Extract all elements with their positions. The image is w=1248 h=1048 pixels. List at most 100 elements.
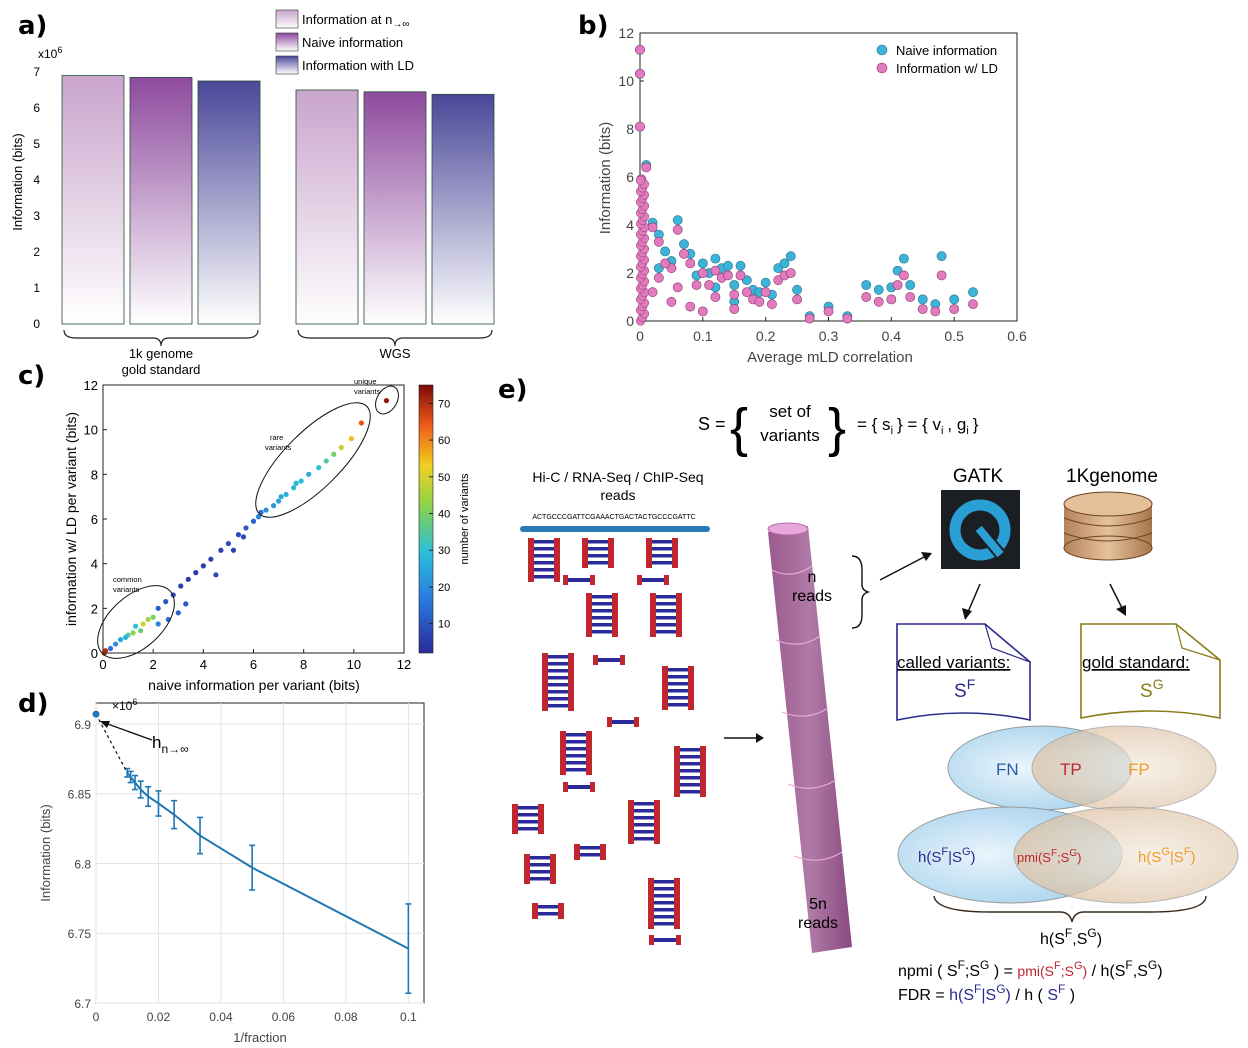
a-bar bbox=[431, 93, 495, 325]
read-rung bbox=[652, 547, 672, 551]
panel-c-scatter: 0 2 4 6 8 10 12 0 2 4 6 8 10 12 common variants rare va… bbox=[63, 377, 471, 693]
c-point bbox=[338, 444, 344, 451]
read-rung bbox=[654, 880, 674, 884]
read-rung bbox=[634, 816, 654, 820]
c-point bbox=[208, 556, 214, 562]
a-legend: Information at n→∞ Naive information Inf… bbox=[275, 9, 414, 75]
read-end bbox=[590, 575, 595, 585]
reads-title-2: reads bbox=[600, 487, 635, 503]
legend-swatch-naive bbox=[275, 32, 299, 52]
c-point bbox=[140, 621, 146, 627]
c-point bbox=[133, 623, 139, 629]
read-end bbox=[676, 935, 681, 945]
b-point bbox=[729, 280, 740, 290]
b-point bbox=[779, 258, 790, 269]
c-point bbox=[122, 634, 129, 640]
read-rung bbox=[534, 547, 554, 551]
a-category-label: WGS bbox=[379, 346, 410, 361]
c-common-ellipse bbox=[97, 585, 175, 659]
c-annot-rare: rare variants bbox=[265, 433, 292, 452]
read-rung bbox=[680, 748, 700, 752]
a-bars bbox=[61, 75, 495, 325]
c-point bbox=[150, 614, 156, 620]
a-brace bbox=[63, 329, 259, 347]
read-rung bbox=[654, 915, 674, 919]
c-ytick: 12 bbox=[84, 378, 98, 393]
d-xtick: 0.06 bbox=[272, 1010, 296, 1024]
read-pair bbox=[566, 785, 592, 789]
panel-a-label: a) bbox=[18, 11, 47, 41]
venn-counts: FN TP FP bbox=[947, 725, 1217, 811]
c-point bbox=[225, 540, 232, 547]
b-point bbox=[697, 268, 708, 278]
read-pair bbox=[596, 658, 622, 662]
c-xtick: 8 bbox=[300, 657, 307, 672]
b-point bbox=[760, 277, 771, 288]
read-rung bbox=[656, 630, 676, 634]
a-scale-label: x106 bbox=[38, 45, 62, 61]
b-point bbox=[635, 175, 646, 186]
d-xtick: 0.1 bbox=[400, 1010, 417, 1024]
a-bar bbox=[129, 77, 193, 325]
d-ticks: 0 0.02 0.04 0.06 0.08 0.1 6.7 6.75 6.8 6.85 6.9 bbox=[68, 718, 417, 1024]
a-ytick: 5 bbox=[33, 137, 40, 151]
read-pair bbox=[610, 720, 636, 724]
d-xtick: 0 bbox=[93, 1010, 100, 1024]
c-point bbox=[175, 610, 181, 616]
read-rung bbox=[580, 846, 600, 850]
a-category-label: 1k genome bbox=[129, 346, 193, 361]
c-point bbox=[178, 583, 184, 589]
read-rung bbox=[534, 540, 554, 544]
b-point bbox=[760, 287, 771, 298]
c-point bbox=[185, 576, 191, 582]
read-rung bbox=[566, 740, 586, 744]
read-rail bbox=[550, 854, 556, 884]
read-rung bbox=[668, 668, 688, 672]
c-point bbox=[240, 534, 247, 540]
b-xtick: 0.3 bbox=[819, 328, 839, 344]
b-point bbox=[647, 222, 658, 233]
read-rail bbox=[512, 804, 518, 834]
gold-standard-doc: gold standard: SG bbox=[1080, 623, 1221, 719]
read-rung bbox=[680, 790, 700, 794]
venn-entropies: h(SF|SG) pmi(SF;SG) h(SG|SF) bbox=[897, 806, 1239, 904]
b-legend-label-naive: Naive information bbox=[896, 43, 997, 58]
b-point bbox=[672, 224, 683, 235]
c-ytick: 2 bbox=[91, 601, 98, 616]
read-rung bbox=[634, 837, 654, 841]
d-xlabel: 1/fraction bbox=[233, 1030, 286, 1045]
read-rail bbox=[532, 903, 538, 919]
c-xlabel: naive information per variant (bits) bbox=[148, 677, 360, 693]
read-rung bbox=[654, 887, 674, 891]
c-point bbox=[323, 458, 329, 464]
d-ytick: 6.9 bbox=[74, 718, 91, 732]
c-ytick: 6 bbox=[91, 512, 98, 527]
c-cbar-tick: 40 bbox=[438, 508, 450, 520]
b-point bbox=[685, 301, 696, 312]
read-rung bbox=[634, 830, 654, 834]
read-rail bbox=[646, 538, 652, 568]
b-point bbox=[754, 296, 765, 307]
c-point bbox=[283, 491, 289, 498]
d-xtick: 0.02 bbox=[147, 1010, 171, 1024]
read-rung bbox=[566, 761, 586, 765]
read-rung bbox=[656, 602, 676, 606]
b-legend-label-ld: Information w/ LD bbox=[896, 61, 998, 76]
read-rung bbox=[654, 894, 674, 898]
venn-fn: FN bbox=[996, 760, 1019, 779]
b-legend-marker-ld bbox=[876, 62, 888, 74]
read-end bbox=[620, 655, 625, 665]
c-point bbox=[163, 599, 169, 605]
tube-bottom-1: 5n bbox=[809, 896, 827, 913]
d-series bbox=[92, 710, 412, 995]
b-point bbox=[729, 304, 740, 314]
db-arrow bbox=[1109, 583, 1126, 616]
b-point bbox=[641, 162, 652, 173]
legend-swatch-ld bbox=[275, 55, 299, 75]
read-ladders bbox=[512, 538, 706, 945]
read-rung bbox=[654, 908, 674, 912]
fdr-formula: FDR = h(SF|SG) / h ( SF ) bbox=[898, 982, 1075, 1004]
c-xtick: 10 bbox=[347, 657, 361, 672]
read-rung bbox=[652, 540, 672, 544]
read-rung bbox=[652, 554, 672, 558]
